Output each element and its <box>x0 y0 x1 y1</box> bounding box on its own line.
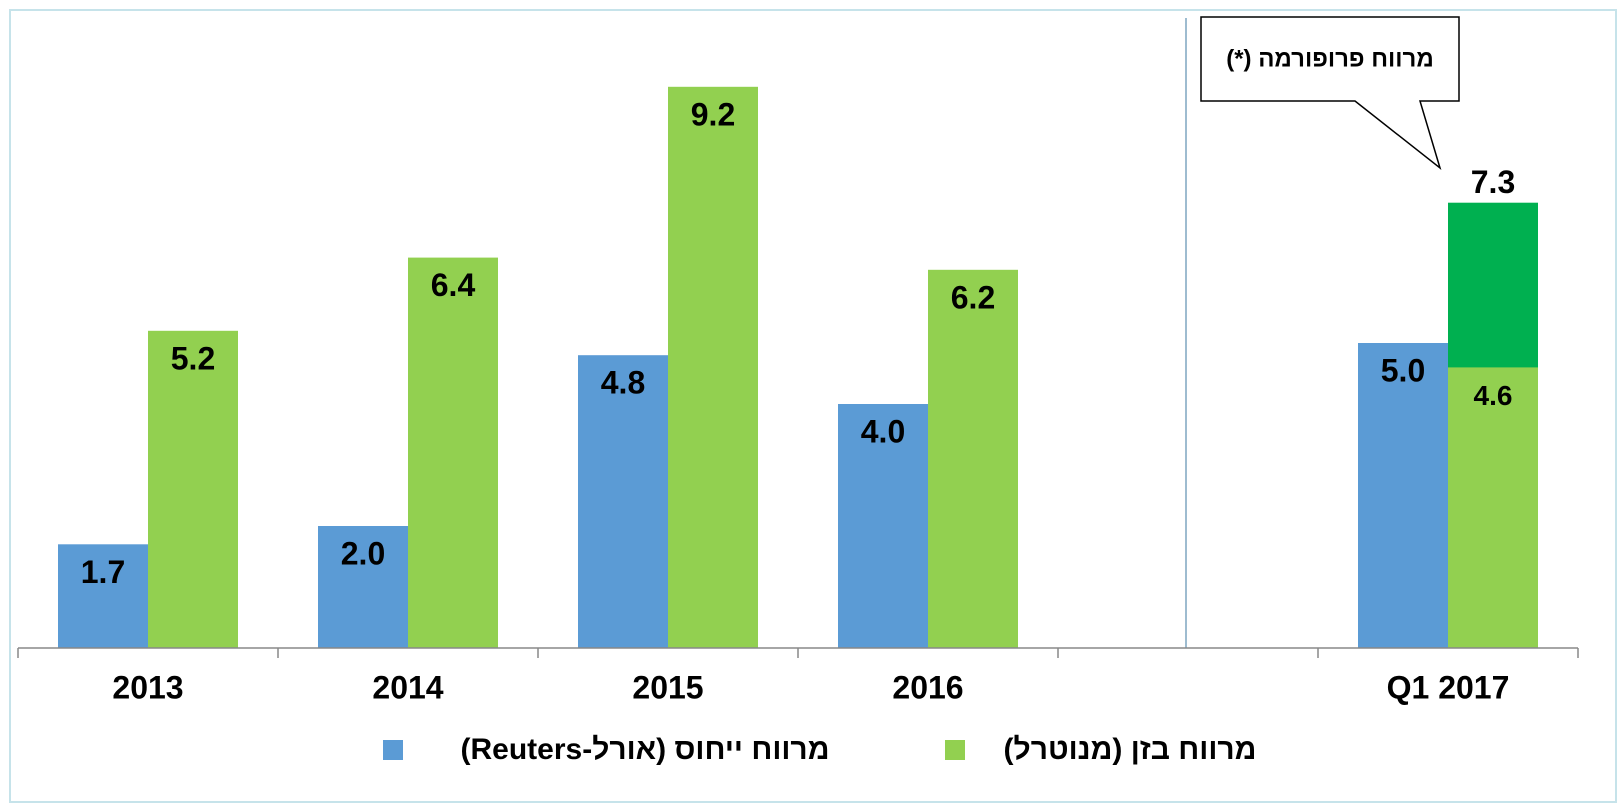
bar <box>928 269 1018 648</box>
bar <box>1448 367 1538 648</box>
data-label: 4.8 <box>601 365 645 401</box>
data-label: 5.2 <box>171 340 215 376</box>
bar <box>408 257 498 648</box>
bar <box>838 404 928 648</box>
data-label: 1.7 <box>81 554 125 590</box>
bar <box>58 544 148 648</box>
x-tick-label: 2014 <box>372 669 443 705</box>
x-tick-label: 2015 <box>632 669 703 705</box>
data-label: 6.2 <box>951 279 995 315</box>
x-tick-label: 2016 <box>892 669 963 705</box>
legend-swatch <box>945 740 965 760</box>
data-label: 5.0 <box>1381 352 1425 388</box>
data-label: 7.3 <box>1471 164 1515 200</box>
bar <box>318 526 408 648</box>
bar <box>148 330 238 648</box>
data-label: 4.6 <box>1474 380 1513 411</box>
data-label: 4.0 <box>861 413 905 449</box>
data-label: 6.4 <box>431 267 476 303</box>
bar <box>1358 343 1448 648</box>
callout-text: מרווח פרופורמה (*) <box>1226 45 1434 72</box>
x-tick-label: Q1 2017 <box>1387 669 1510 705</box>
bar <box>668 86 758 649</box>
legend-swatch <box>383 740 403 760</box>
legend-label: מרווח בזן (מנוטרל) <box>1004 733 1257 766</box>
bar <box>578 355 668 648</box>
frame <box>9 9 1617 803</box>
callout <box>1200 16 1460 171</box>
data-label: 2.0 <box>341 535 385 571</box>
legend-label: מרווח ייחוס (אורל-Reuters) <box>460 733 829 766</box>
data-label: 9.2 <box>691 96 735 132</box>
x-tick-label: 2013 <box>112 669 183 705</box>
